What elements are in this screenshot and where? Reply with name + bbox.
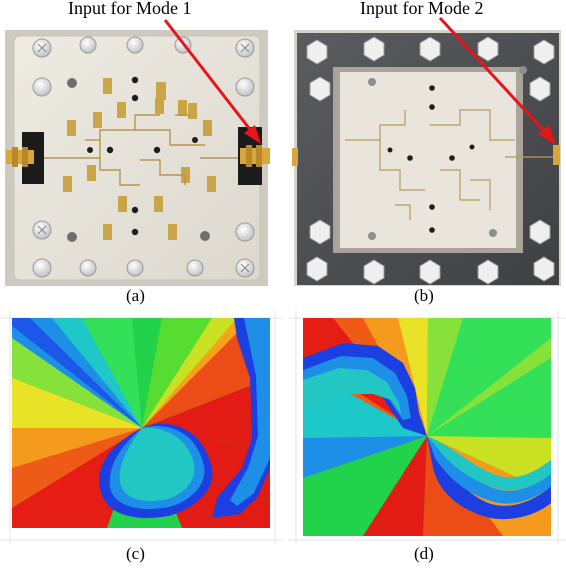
panel-b-photo (292, 30, 561, 286)
panel-a-photo (5, 30, 270, 286)
caption-b: (b) (414, 286, 434, 305)
arrow-mode1 (163, 19, 261, 144)
feed-network-b (345, 109, 553, 220)
sma-connector-left (6, 132, 44, 184)
arrow-mode2 (438, 16, 556, 145)
caption-c: (c) (126, 544, 145, 563)
feed-network (40, 114, 240, 186)
panel-d-phase-map (288, 310, 566, 544)
caption-a: (a) (126, 286, 145, 305)
caption-d: (d) (414, 544, 434, 563)
bolt-icon (32, 36, 255, 278)
annotation-mode1: Input for Mode 1 (68, 0, 192, 18)
annotation-mode2: Input for Mode 2 (360, 0, 484, 18)
hex-bolt-icon (306, 36, 555, 285)
panel-c-phase-map (0, 310, 283, 544)
